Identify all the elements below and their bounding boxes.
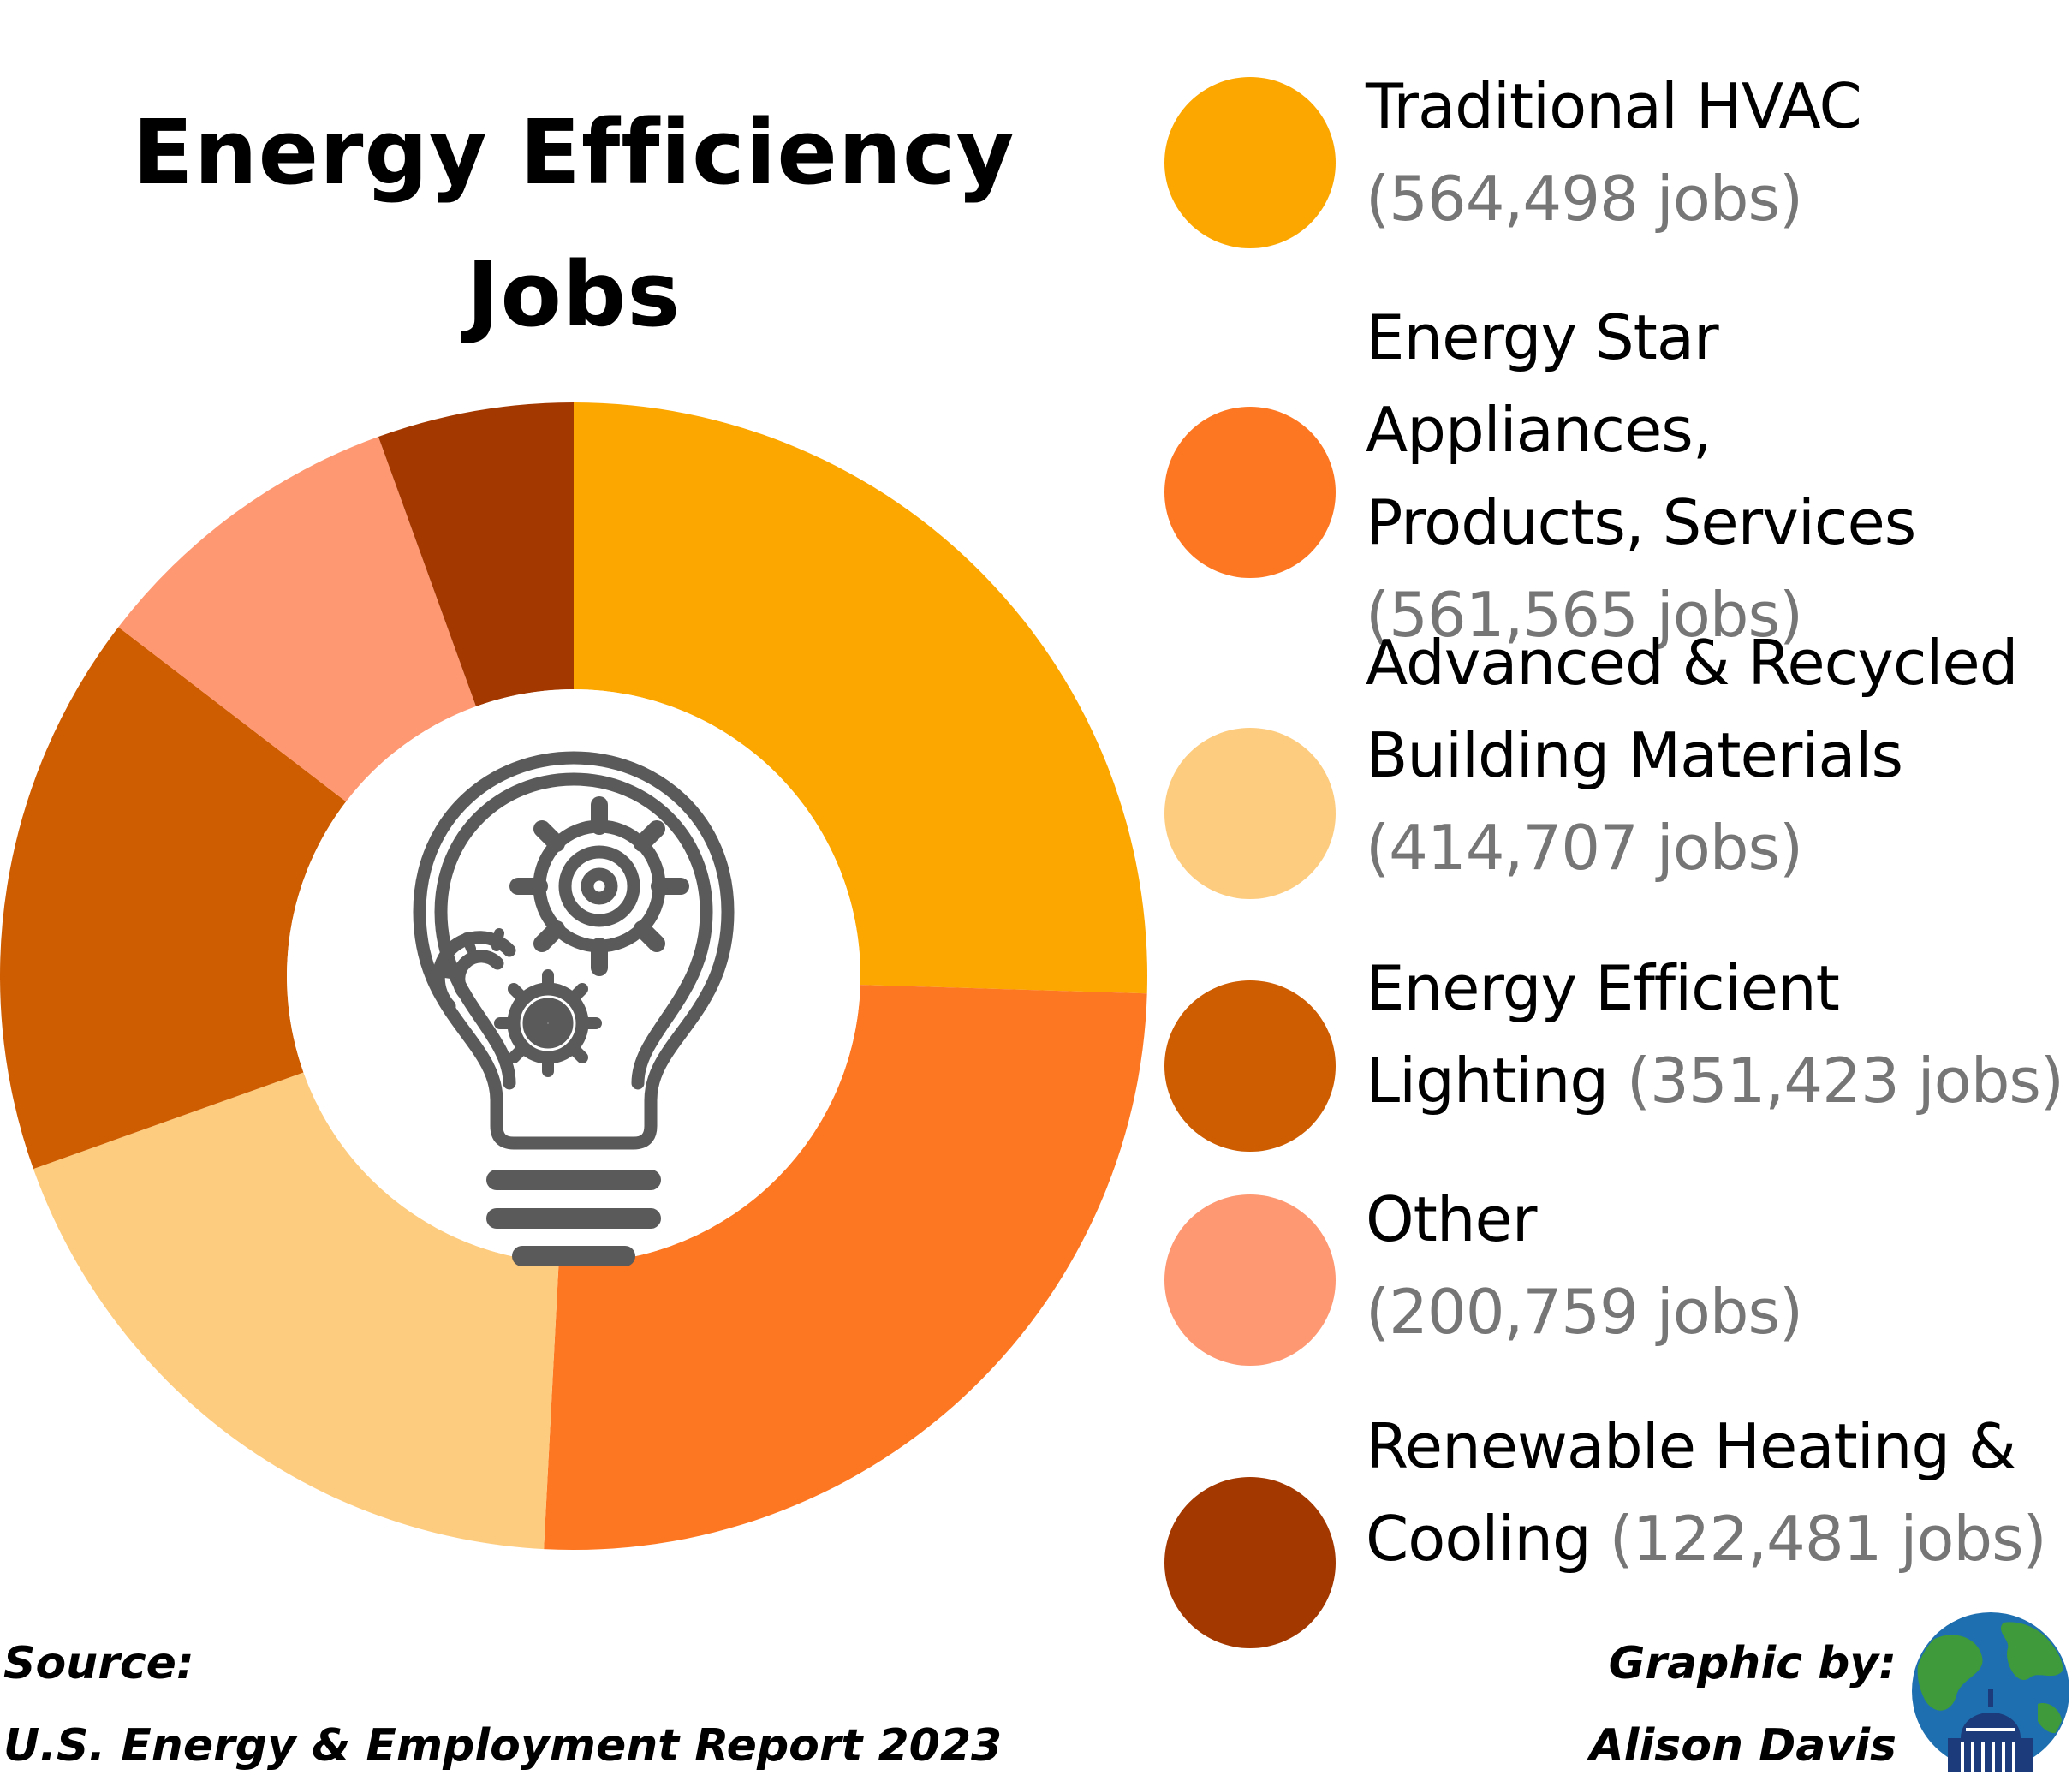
legend-label-line: Advanced & Recycled bbox=[1366, 617, 2072, 709]
donut-slice-6 bbox=[378, 402, 574, 707]
donut-hole bbox=[287, 689, 860, 1263]
credit-note: Graphic by: Alison Davis bbox=[1589, 1623, 1896, 1787]
legend-swatch bbox=[1164, 77, 1336, 248]
legend-label-line: Traditional HVAC bbox=[1366, 60, 2072, 152]
legend-label-line: Products, Services bbox=[1366, 476, 2072, 569]
donut-slice-4 bbox=[0, 627, 347, 1170]
donut-svg bbox=[0, 402, 1147, 1550]
legend-label: Renewable Heating & bbox=[1366, 1410, 2016, 1482]
legend-label-line: Energy Star Appliances, bbox=[1366, 291, 2072, 476]
legend-label: Cooling bbox=[1366, 1503, 1592, 1575]
legend-jobs-count: (564,498 jobs) bbox=[1366, 163, 1803, 235]
globe-capitol-icon bbox=[1912, 1612, 2069, 1772]
legend-label-line: Building Materials bbox=[1366, 709, 2072, 801]
legend-text: Energy Efficient Lighting (351,423 jobs) bbox=[1366, 942, 2072, 1127]
legend-text: Traditional HVAC (564,498 jobs) bbox=[1366, 60, 2072, 245]
legend-swatch bbox=[1164, 1477, 1336, 1648]
legend-text: Energy Star Appliances, Products, Service… bbox=[1366, 291, 2072, 661]
legend-label: Traditional HVAC bbox=[1366, 70, 1862, 142]
donut-slices bbox=[0, 402, 1147, 1550]
legend-label: Building Materials bbox=[1366, 719, 1903, 791]
donut-slice-5 bbox=[118, 437, 476, 802]
legend-label: Energy Star Appliances, bbox=[1366, 301, 1719, 466]
legend-text: Renewable Heating & Cooling (122,481 jobs… bbox=[1366, 1400, 2072, 1585]
credit-name: Alison Davis bbox=[1589, 1720, 1896, 1772]
legend-label-line: Energy Efficient bbox=[1366, 942, 2072, 1034]
legend-label-line: Other bbox=[1366, 1173, 2072, 1266]
legend-jobs-count: (414,707 jobs) bbox=[1366, 812, 1803, 884]
donut-chart bbox=[0, 402, 1147, 1550]
legend-jobs-count: (351,423 jobs) bbox=[1608, 1045, 2064, 1117]
chart-title-line-1: Energy Efficiency bbox=[132, 100, 1015, 205]
lightbulb-gears-icon bbox=[413, 751, 735, 1266]
legend-label: Advanced & Recycled bbox=[1366, 627, 2018, 699]
legend-text: Advanced & Recycled Building Materials (41… bbox=[1366, 617, 2072, 894]
legend-jobs-count: (200,759 jobs) bbox=[1366, 1276, 1803, 1348]
chart-title-line-2: Jobs bbox=[466, 242, 682, 347]
legend-swatch bbox=[1164, 1194, 1336, 1366]
legend-label: Energy Efficient bbox=[1366, 952, 1840, 1024]
legend-label: Lighting bbox=[1366, 1045, 1609, 1117]
legend-swatch bbox=[1164, 407, 1336, 578]
donut-slice-3 bbox=[33, 1072, 559, 1550]
legend-label-line: Renewable Heating & bbox=[1366, 1400, 2072, 1492]
legend-swatch bbox=[1164, 980, 1336, 1152]
source-note: Source: U.S. Energy & Employment Report … bbox=[3, 1623, 1002, 1787]
credit-label: Graphic by: bbox=[1608, 1638, 1896, 1689]
legend-label-line: Lighting (351,423 jobs) bbox=[1366, 1034, 2072, 1127]
legend-label: Other bbox=[1366, 1183, 1537, 1255]
donut-slice-2 bbox=[544, 985, 1147, 1550]
legend-swatch bbox=[1164, 728, 1336, 899]
legend-label: Products, Services bbox=[1366, 486, 1916, 558]
legend-label-line: Cooling (122,481 jobs) bbox=[1366, 1492, 2072, 1585]
chart-title: Energy Efficiency Jobs bbox=[0, 81, 1147, 366]
legend-text: Other (200,759 jobs) bbox=[1366, 1173, 2072, 1358]
legend-jobs-count: (122,481 jobs) bbox=[1590, 1503, 2047, 1575]
legend-jobs-count: (561,565 jobs) bbox=[1366, 579, 1803, 651]
donut-slice-1 bbox=[574, 402, 1147, 994]
source-label: Source: bbox=[3, 1638, 194, 1689]
source-text: U.S. Energy & Employment Report 2023 bbox=[3, 1720, 1003, 1772]
